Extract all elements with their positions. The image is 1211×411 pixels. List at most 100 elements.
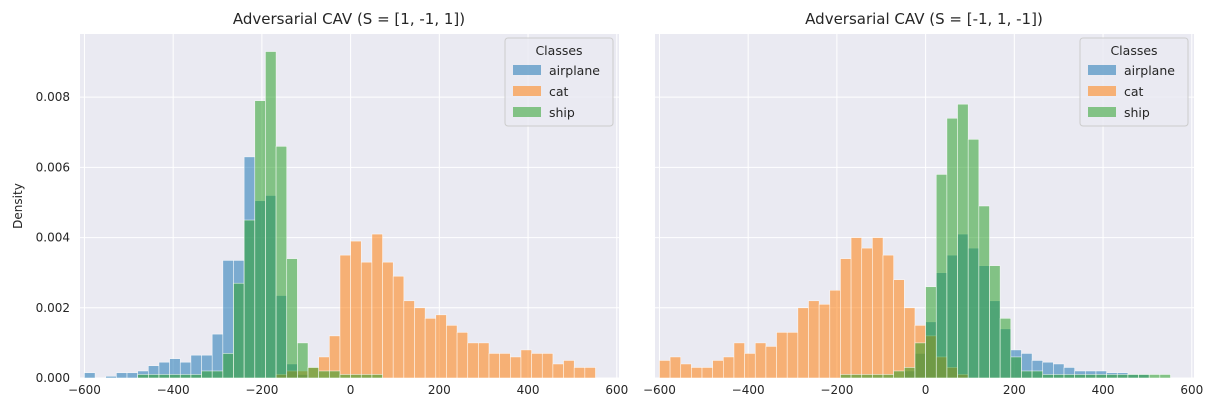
bar-cat [659, 360, 671, 379]
bar-ship [286, 258, 298, 379]
bar-ship [1148, 374, 1161, 379]
bar-ship [904, 367, 916, 379]
bar-ship [158, 374, 170, 379]
bar-cat [818, 303, 831, 379]
bar-cat [467, 342, 479, 379]
bar-ship [1138, 374, 1150, 379]
bar-ship [148, 374, 160, 379]
bar-airplane [105, 375, 117, 379]
bar-cat [882, 254, 894, 379]
bar-cat [478, 342, 490, 379]
y-tick-label: 0.004 [36, 231, 70, 245]
bar-cat [776, 332, 788, 379]
y-tick-label: 0.000 [36, 371, 70, 385]
x-tick-label: 400 [517, 383, 540, 397]
bar-airplane [126, 372, 138, 379]
bar-ship [360, 374, 373, 379]
bar-ship [339, 374, 351, 379]
x-tick-label: 200 [428, 383, 451, 397]
legend-swatch-ship [1088, 107, 1116, 117]
legend-box [504, 37, 614, 127]
bar-ship [222, 353, 234, 379]
bar-cat [808, 300, 820, 379]
bar-cat [382, 261, 394, 379]
bar-cat [765, 346, 777, 379]
bar-cat [488, 353, 500, 379]
bar-cat [712, 360, 724, 379]
bar-ship [882, 374, 894, 379]
bar-cat [541, 353, 554, 379]
bar-cat [414, 307, 426, 379]
bar-cat [499, 353, 511, 379]
bar-ship [201, 370, 213, 379]
bar-ship [211, 370, 224, 379]
bar-cat [350, 240, 362, 379]
bar-ship [925, 286, 937, 379]
bar-cat [360, 261, 373, 379]
bar-ship [329, 370, 341, 379]
bar-cat [573, 367, 586, 379]
bar-ship [999, 318, 1012, 379]
bar-ship [967, 139, 980, 379]
bar-ship [265, 51, 277, 379]
bar-ship [1116, 374, 1129, 379]
legend-title: Classes [535, 43, 582, 58]
bar-ship [1053, 374, 1065, 379]
bar-ship [350, 374, 362, 379]
x-tick-label: 600 [1180, 383, 1203, 397]
x-tick-label: −600 [68, 383, 101, 397]
bar-ship [914, 342, 926, 379]
x-tick-label: 0 [922, 383, 930, 397]
bar-cat [872, 237, 884, 379]
x-tick-label: 0 [347, 383, 355, 397]
bar-cat [371, 233, 383, 379]
bar-cat [339, 254, 351, 379]
bar-cat [893, 279, 905, 379]
bar-cat [744, 353, 756, 379]
legend-swatch-airplane [1088, 65, 1116, 75]
bar-ship [840, 374, 852, 379]
x-tick-label: −200 [820, 383, 853, 397]
legend-box [1079, 37, 1189, 127]
bar-ship [1031, 370, 1044, 379]
bar-ship [1042, 374, 1054, 379]
legend-swatch-cat [1088, 86, 1116, 96]
bar-ship [371, 374, 383, 379]
histogram-panel-left: Adversarial CAV (S = [1, -1, 1]) −600 −40… [36, 10, 629, 397]
bar-ship [1074, 374, 1086, 379]
bar-airplane [116, 372, 128, 379]
legend-label-airplane: airplane [1124, 63, 1175, 78]
bar-cat [403, 300, 415, 379]
legend-swatch-cat [513, 86, 541, 96]
bar-ship [850, 374, 863, 379]
bar-cat [510, 356, 522, 379]
x-tick-label: 400 [1092, 383, 1115, 397]
histogram-panel-right: Adversarial CAV (S = [-1, 1, -1]) −600 −4… [643, 10, 1203, 397]
bar-cat [446, 325, 458, 379]
x-tick-label: −400 [157, 383, 190, 397]
bar-cat [552, 363, 564, 379]
legend-title: Classes [1110, 43, 1157, 58]
bar-cat [392, 275, 405, 379]
bar-ship [318, 370, 330, 379]
bar-ship [1106, 374, 1118, 379]
bar-ship [989, 265, 1001, 379]
bar-airplane [84, 372, 96, 379]
x-tick-label: 200 [1003, 383, 1026, 397]
bar-cat [531, 353, 543, 379]
bar-cat [563, 360, 575, 379]
legend-swatch-ship [513, 107, 541, 117]
bar-ship [1063, 374, 1075, 379]
legend-label-ship: ship [1124, 105, 1150, 120]
bar-cat [691, 367, 703, 379]
legend-label-cat: cat [1124, 84, 1144, 99]
bar-ship [1095, 374, 1107, 379]
bar-cat [723, 356, 735, 379]
bar-cat [840, 258, 852, 379]
bar-ship [275, 146, 288, 379]
chart-title-left: Adversarial CAV (S = [1, -1, 1]) [233, 10, 465, 28]
bar-ship [254, 100, 266, 379]
legend-label-ship: ship [549, 105, 575, 120]
chart-title-right: Adversarial CAV (S = [-1, 1, -1]) [805, 10, 1043, 28]
x-tick-label: −200 [245, 383, 278, 397]
